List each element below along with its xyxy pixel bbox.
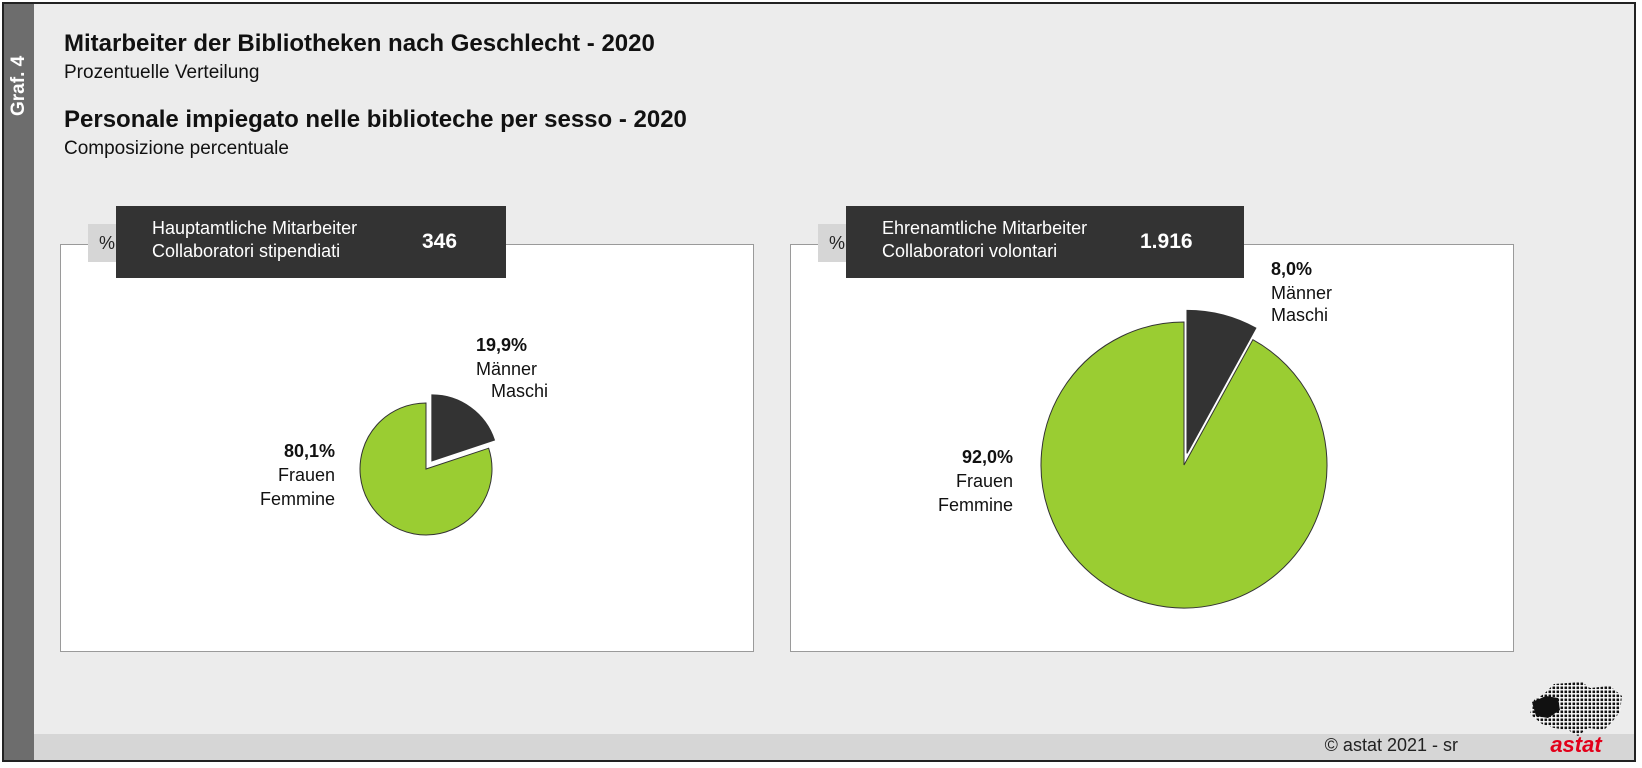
men-label-it: Maschi xyxy=(1271,305,1328,325)
pie-chart-employees: 19,9% Männer Maschi 80,1% Frauen Femmine xyxy=(260,335,548,536)
title-it: Personale impiegato nelle biblioteche pe… xyxy=(64,106,687,133)
graph-number-label: Graf. 4 xyxy=(8,55,29,116)
men-label-de: Männer xyxy=(1271,283,1332,303)
women-value-label: 80,1% xyxy=(284,441,335,461)
title-de: Mitarbeiter der Bibliotheken nach Geschl… xyxy=(64,30,655,57)
header-total-count: 346 xyxy=(422,230,458,253)
subtitle-de: Prozentuelle Verteilung xyxy=(64,62,260,83)
women-label-de: Frauen xyxy=(956,471,1013,491)
header-title-de: Ehrenamtliche Mitarbeiter xyxy=(882,218,1088,238)
men-label-it: Maschi xyxy=(491,381,548,401)
copyright-text: © astat 2021 - sr xyxy=(1324,735,1458,755)
footer-strip xyxy=(34,734,1634,760)
header-title-de: Hauptamtliche Mitarbeiter xyxy=(152,218,358,238)
pie-panel-volunteers: 8,0% Männer Maschi 92,0% Frauen Femmine xyxy=(790,244,1514,652)
logo-text: astat xyxy=(1550,732,1603,756)
men-value-label: 8,0% xyxy=(1271,259,1312,279)
subtitle-it: Composizione percentuale xyxy=(64,138,289,159)
header-total-count: 1.916 xyxy=(1140,230,1193,253)
women-value-label: 92,0% xyxy=(962,447,1013,467)
pie-panel-employees: 19,9% Männer Maschi 80,1% Frauen Femmine xyxy=(60,244,754,652)
header-title-it: Collaboratori volontari xyxy=(882,241,1058,261)
header-box-employees: Hauptamtliche Mitarbeiter Collaboratori … xyxy=(116,206,506,278)
women-label-de: Frauen xyxy=(278,465,335,485)
pie-slice-men xyxy=(431,394,496,462)
header-box-volunteers: Ehrenamtliche Mitarbeiter Collaboratori … xyxy=(846,206,1244,278)
pie-slice-women xyxy=(359,402,493,536)
women-label-it: Femmine xyxy=(938,495,1013,515)
header-title-it: Collaboratori stipendiati xyxy=(152,241,341,261)
men-label-de: Männer xyxy=(476,359,537,379)
women-label-it: Femmine xyxy=(260,489,335,509)
pie-slice-men xyxy=(1186,309,1257,454)
astat-logo: astat xyxy=(1530,682,1622,756)
pie-chart-volunteers: 8,0% Männer Maschi 92,0% Frauen Femmine xyxy=(938,259,1332,609)
men-value-label: 19,9% xyxy=(476,335,527,355)
pie-slice-women xyxy=(1040,321,1328,609)
sidebar: Graf. 4 xyxy=(4,4,34,760)
